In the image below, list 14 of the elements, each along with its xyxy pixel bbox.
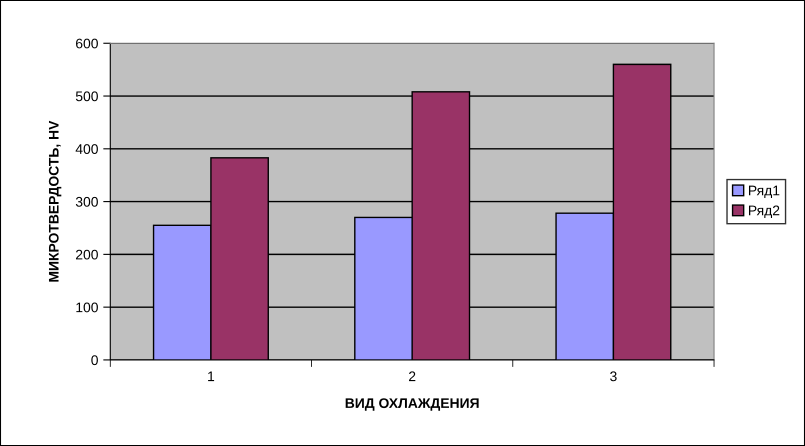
x-tick-label: 3: [610, 371, 617, 382]
y-axis-title: МИКРОТВЕРДОСТЬ, HV: [48, 120, 62, 282]
legend-label: Ряд1: [748, 186, 780, 198]
legend-label: Ряд2: [748, 206, 780, 218]
x-tick-label: 1: [208, 372, 214, 382]
y-tick-label: 600: [76, 38, 98, 48]
x-tick-label: 2: [408, 371, 416, 382]
y-tick-label: 300: [76, 196, 98, 207]
y-tick-label: 500: [76, 91, 98, 102]
y-tick-label: 400: [76, 144, 98, 154]
y-tick-label: 100: [76, 302, 98, 312]
y-tick-label: 200: [76, 250, 98, 260]
y-tick-label: 0: [91, 355, 98, 366]
x-axis-title: ВИД ОХЛАЖДЕНИЯ: [346, 398, 479, 411]
